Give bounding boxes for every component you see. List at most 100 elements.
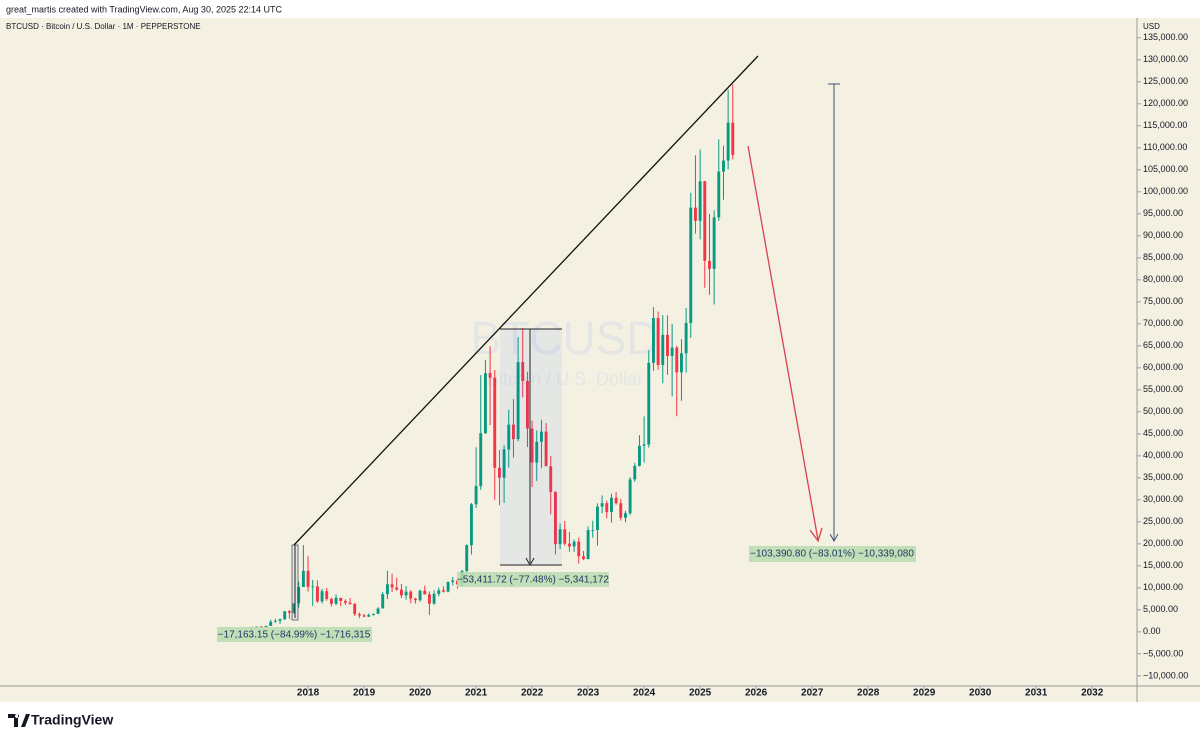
candle-body bbox=[652, 317, 655, 363]
y-tick-label: 45,000.00 bbox=[1143, 428, 1183, 438]
candle-body bbox=[596, 506, 599, 531]
candle-body bbox=[339, 597, 343, 601]
y-tick-label: 20,000.00 bbox=[1143, 538, 1183, 548]
candle-body bbox=[511, 424, 515, 440]
candle-body bbox=[357, 614, 361, 616]
candle-body bbox=[694, 207, 697, 221]
y-tick-label: −5,000.00 bbox=[1143, 648, 1183, 658]
y-tick-label: 115,000.00 bbox=[1143, 120, 1187, 130]
candle-body bbox=[572, 541, 576, 547]
candle-body bbox=[441, 590, 445, 592]
y-tick-label: 95,000.00 bbox=[1143, 208, 1183, 218]
candle-body bbox=[315, 586, 319, 602]
chart-title: BTCUSD · Bitcoin / U.S. Dollar · 1M · PE… bbox=[6, 22, 201, 31]
y-tick-label: 10,000.00 bbox=[1143, 582, 1183, 592]
candle-body bbox=[642, 444, 646, 446]
candle-body bbox=[376, 608, 380, 614]
candle-body bbox=[362, 615, 366, 617]
candle-body bbox=[437, 590, 441, 594]
chart-background bbox=[0, 18, 1200, 702]
candle-body bbox=[493, 377, 497, 468]
watermark: BTCUSD bbox=[470, 312, 659, 364]
candle-body bbox=[530, 428, 534, 463]
y-tick-label: 105,000.00 bbox=[1143, 164, 1188, 174]
candle-body bbox=[329, 598, 333, 604]
y-tick-label: 70,000.00 bbox=[1143, 318, 1183, 328]
candles bbox=[250, 84, 735, 629]
candle-body bbox=[320, 591, 324, 602]
candle-body bbox=[619, 503, 623, 518]
candle-body bbox=[479, 433, 483, 487]
candle-body bbox=[675, 347, 679, 373]
candle-body bbox=[427, 594, 431, 604]
candle-body bbox=[413, 598, 417, 601]
candle-body bbox=[404, 591, 408, 596]
candle-body bbox=[647, 362, 651, 445]
candle-body bbox=[283, 611, 287, 620]
x-tick-label: 2023 bbox=[577, 688, 600, 699]
candle-body bbox=[666, 334, 669, 356]
y-tick-label: −10,000.00 bbox=[1143, 670, 1188, 680]
candle-body bbox=[722, 160, 725, 172]
watermark-subtitle: Bitcoin / U.S. Dollar bbox=[487, 369, 643, 389]
candle-body bbox=[549, 466, 553, 492]
arrow-head bbox=[829, 533, 839, 543]
candle-body bbox=[624, 513, 627, 518]
candle-body bbox=[483, 373, 487, 434]
candle-body bbox=[656, 317, 660, 366]
y-tick-label: 135,000.00 bbox=[1143, 32, 1188, 42]
candle-body bbox=[670, 347, 674, 356]
y-tick-label: 0.00 bbox=[1143, 626, 1161, 636]
candle-body bbox=[497, 467, 501, 478]
candle-body bbox=[717, 171, 721, 218]
x-tick-label: 2019 bbox=[353, 688, 376, 699]
candle-body bbox=[586, 530, 590, 560]
annotation-box bbox=[749, 546, 916, 562]
candle-body bbox=[465, 545, 469, 572]
candle-body bbox=[446, 581, 450, 592]
candle-body bbox=[371, 613, 375, 615]
candle-body bbox=[409, 591, 413, 599]
annotation: −17,163.15 (−84.99%) −1,716,315 bbox=[218, 630, 371, 641]
x-tick-label: 2024 bbox=[633, 688, 656, 699]
candle-body bbox=[703, 181, 707, 261]
candle-body bbox=[469, 504, 473, 546]
candle-body bbox=[689, 207, 693, 323]
candle-body bbox=[502, 449, 506, 478]
candle-body bbox=[544, 431, 548, 467]
y-tick-label: 90,000.00 bbox=[1143, 230, 1183, 240]
y-tick-label: 100,000.00 bbox=[1143, 186, 1188, 196]
candle-body bbox=[633, 465, 637, 480]
annotation: −53,411.72 (−77.48%) −5,341,172 bbox=[457, 575, 609, 586]
arrow-head bbox=[525, 557, 535, 567]
x-tick-label: 2031 bbox=[1025, 688, 1048, 699]
candle-body bbox=[661, 334, 665, 366]
x-tick-label: 2032 bbox=[1081, 688, 1104, 699]
candle-body bbox=[488, 373, 492, 378]
candle-body bbox=[540, 431, 543, 442]
candle-body bbox=[273, 620, 277, 622]
x-tick-label: 2028 bbox=[857, 688, 880, 699]
candle-body bbox=[381, 594, 385, 609]
y-tick-label: 85,000.00 bbox=[1143, 252, 1183, 262]
logo-icon bbox=[8, 714, 30, 727]
candle-body bbox=[292, 603, 296, 613]
candle-body bbox=[264, 625, 268, 628]
trend-line bbox=[293, 55, 759, 546]
candle-body bbox=[474, 486, 478, 505]
candle-body bbox=[605, 503, 609, 513]
y-tick-label: 35,000.00 bbox=[1143, 472, 1183, 482]
y-tick-label: 60,000.00 bbox=[1143, 362, 1183, 372]
candle-body bbox=[731, 122, 735, 155]
footer: TradingView bbox=[31, 712, 113, 728]
y-tick-label: 130,000.00 bbox=[1143, 54, 1188, 64]
y-tick-label: 5,000.00 bbox=[1143, 604, 1178, 614]
candle-body bbox=[311, 586, 315, 588]
candle-body bbox=[708, 260, 711, 269]
candle-body bbox=[432, 593, 436, 604]
candle-body bbox=[390, 584, 394, 588]
candle-body bbox=[614, 497, 618, 504]
candle-body bbox=[507, 424, 511, 450]
